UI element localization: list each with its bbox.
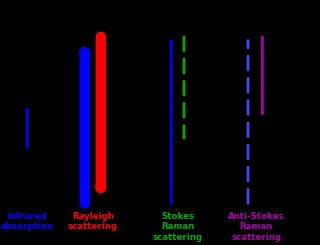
Text: Rayleigh
scattering: Rayleigh scattering <box>68 212 118 231</box>
Text: Stokes
Raman
scattering: Stokes Raman scattering <box>153 212 203 242</box>
Text: Infrared
absorption: Infrared absorption <box>1 212 54 231</box>
Text: Anti-Stokes
Raman
scattering: Anti-Stokes Raman scattering <box>228 212 284 242</box>
